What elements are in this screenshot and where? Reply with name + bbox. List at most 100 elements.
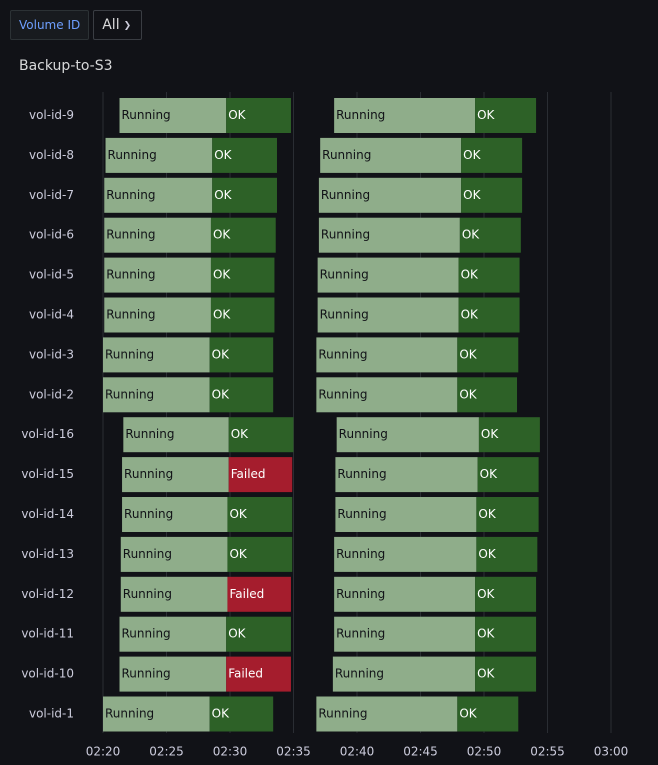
state-bar[interactable] — [475, 98, 537, 133]
state-bar[interactable] — [334, 616, 476, 652]
state-segment-ok[interactable]: OK — [227, 536, 293, 572]
state-segment-running[interactable]: Running — [122, 457, 229, 493]
state-bar[interactable] — [476, 536, 538, 572]
state-segment-running[interactable]: Running — [104, 177, 213, 213]
state-segment-ok[interactable]: OK — [461, 137, 523, 173]
state-bar[interactable] — [227, 576, 291, 612]
state-segment-running[interactable]: Running — [334, 616, 476, 652]
state-segment-running[interactable]: Running — [317, 297, 459, 333]
state-segment-failed[interactable]: Failed — [226, 656, 291, 692]
state-segment-ok[interactable]: OK — [457, 696, 519, 732]
state-segment-ok[interactable]: OK — [210, 297, 275, 333]
state-bar[interactable] — [210, 297, 275, 333]
state-segment-ok[interactable]: OK — [475, 656, 537, 692]
state-segment-running[interactable]: Running — [103, 377, 210, 413]
state-segment-running[interactable]: Running — [104, 217, 211, 253]
state-segment-ok[interactable]: OK — [476, 536, 538, 572]
state-bar[interactable] — [123, 417, 229, 453]
state-bar[interactable] — [335, 497, 477, 532]
state-bar[interactable] — [119, 98, 227, 133]
state-segment-ok[interactable]: OK — [475, 616, 537, 652]
state-segment-ok[interactable]: OK — [461, 177, 523, 213]
state-segment-ok[interactable]: OK — [458, 297, 520, 333]
state-bar[interactable] — [334, 98, 476, 133]
state-bar[interactable] — [320, 137, 462, 173]
state-bar[interactable] — [104, 177, 213, 213]
state-segment-ok[interactable]: OK — [212, 177, 277, 213]
state-segment-running[interactable]: Running — [320, 137, 462, 173]
state-segment-running[interactable]: Running — [119, 656, 227, 692]
state-bar[interactable] — [119, 656, 227, 692]
state-segment-ok[interactable]: OK — [209, 377, 274, 413]
state-bar[interactable] — [475, 576, 537, 612]
state-bar[interactable] — [226, 616, 291, 652]
state-bar[interactable] — [316, 377, 458, 413]
state-bar[interactable] — [209, 696, 274, 732]
state-segment-running[interactable]: Running — [104, 297, 211, 333]
state-bar[interactable] — [318, 177, 462, 213]
state-segment-running[interactable]: Running — [103, 696, 210, 732]
state-bar[interactable] — [477, 457, 539, 493]
state-segment-running[interactable]: Running — [316, 337, 458, 373]
state-bar[interactable] — [103, 337, 210, 373]
state-segment-ok[interactable]: OK — [212, 137, 277, 173]
state-segment-running[interactable]: Running — [336, 417, 479, 453]
state-segment-ok[interactable]: OK — [226, 616, 291, 652]
state-bar[interactable] — [476, 497, 539, 532]
state-segment-running[interactable]: Running — [120, 536, 228, 572]
volume-id-select[interactable]: All ❯ — [93, 10, 143, 40]
state-segment-ok[interactable]: OK — [477, 457, 539, 493]
state-bar[interactable] — [103, 377, 210, 413]
state-bar[interactable] — [317, 257, 459, 293]
state-segment-ok[interactable]: OK — [228, 417, 294, 453]
state-bar[interactable] — [227, 497, 293, 532]
state-bar[interactable] — [209, 337, 274, 373]
state-segment-failed[interactable]: Failed — [228, 457, 293, 493]
state-segment-ok[interactable]: OK — [210, 257, 275, 293]
state-bar[interactable] — [226, 656, 291, 692]
state-bar[interactable] — [316, 337, 458, 373]
state-segment-running[interactable]: Running — [334, 536, 477, 572]
state-bar[interactable] — [459, 217, 521, 253]
state-bar[interactable] — [461, 137, 523, 173]
state-segment-ok[interactable]: OK — [210, 217, 276, 253]
state-segment-ok[interactable]: OK — [226, 98, 291, 133]
state-segment-running[interactable]: Running — [120, 576, 228, 612]
state-bar[interactable] — [104, 257, 211, 293]
state-bar[interactable] — [228, 417, 294, 453]
state-segment-failed[interactable]: Failed — [227, 576, 291, 612]
state-bar[interactable] — [461, 177, 523, 213]
state-bar[interactable] — [457, 337, 519, 373]
state-bar[interactable] — [475, 656, 537, 692]
state-bar[interactable] — [228, 457, 293, 493]
state-segment-running[interactable]: Running — [318, 177, 462, 213]
state-segment-running[interactable]: Running — [103, 337, 210, 373]
state-bar[interactable] — [120, 576, 228, 612]
state-segment-running[interactable]: Running — [335, 497, 477, 532]
state-bar[interactable] — [336, 417, 479, 453]
state-bar[interactable] — [212, 177, 277, 213]
state-segment-running[interactable]: Running — [105, 137, 213, 173]
state-bar[interactable] — [103, 696, 210, 732]
state-bar[interactable] — [316, 696, 458, 732]
state-bar[interactable] — [119, 616, 227, 652]
state-bar[interactable] — [212, 137, 277, 173]
state-segment-ok[interactable]: OK — [475, 576, 537, 612]
state-bar[interactable] — [332, 656, 476, 692]
state-segment-ok[interactable]: OK — [478, 417, 540, 453]
state-bar[interactable] — [334, 576, 476, 612]
state-segment-running[interactable]: Running — [122, 497, 228, 532]
state-segment-ok[interactable]: OK — [209, 337, 274, 373]
state-segment-running[interactable]: Running — [317, 257, 459, 293]
state-bar[interactable] — [227, 536, 293, 572]
state-segment-running[interactable]: Running — [119, 616, 227, 652]
state-bar[interactable] — [335, 457, 478, 493]
state-bar[interactable] — [458, 257, 520, 293]
state-bar[interactable] — [122, 457, 229, 493]
state-bar[interactable] — [105, 137, 213, 173]
state-segment-running[interactable]: Running — [316, 377, 458, 413]
state-bar[interactable] — [475, 616, 537, 652]
state-bar[interactable] — [104, 297, 211, 333]
state-bar[interactable] — [210, 257, 275, 293]
state-segment-running[interactable]: Running — [104, 257, 211, 293]
